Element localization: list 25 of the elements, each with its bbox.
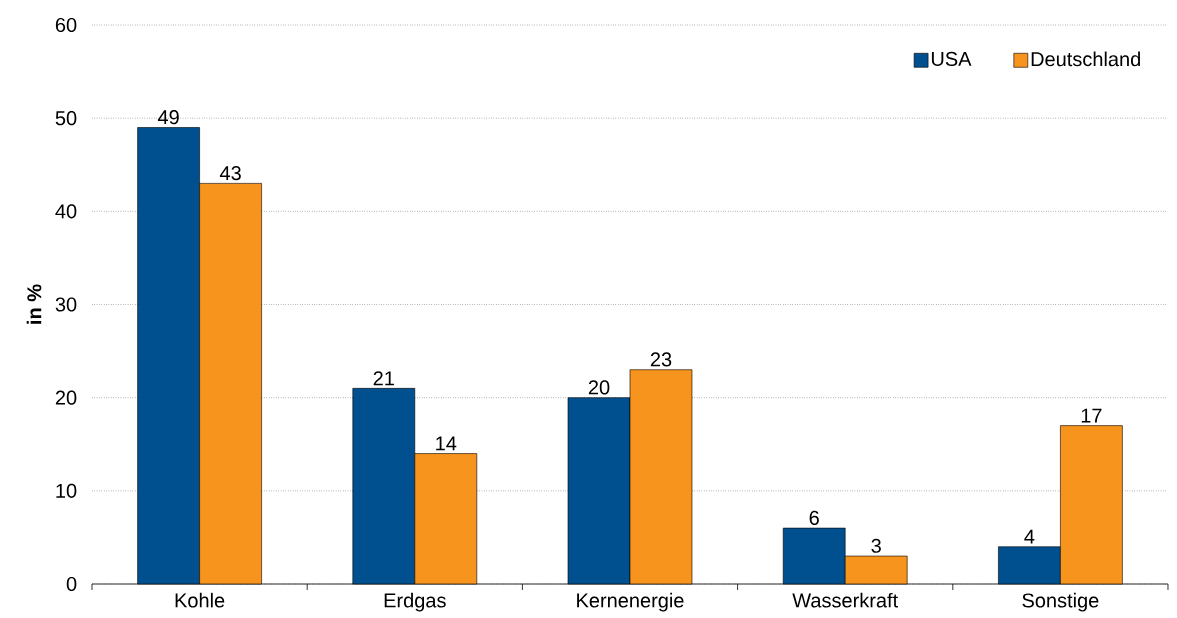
data-label: 14 [436,436,457,451]
data-label: 43 [219,166,241,181]
y-tick-label: 50 [55,111,77,126]
x-tick-label: Kohle [175,592,225,608]
data-label: 20 [588,380,610,395]
x-tick-label: Sonstige [1022,592,1099,612]
y-tick-label: 30 [55,297,77,312]
data-label: 6 [809,510,819,525]
y-tick-label: 0 [66,576,77,592]
y-axis-title: in % [26,284,42,324]
y-tick-label: 60 [55,17,77,33]
x-tick-label: Kernenergie [577,592,684,612]
y-tick-label: 40 [55,204,77,219]
y-tick-label: 20 [55,390,77,405]
y-tick-label: 10 [56,483,77,498]
data-label: 49 [157,110,179,125]
data-label: 17 [1081,408,1102,423]
legend-label: USA [931,51,972,66]
legend-label: Deutschland [1031,51,1140,67]
x-tick-label: Wasserkraft [792,592,899,608]
x-tick-label: Erdgas [384,592,446,612]
data-label: 4 [1024,529,1035,544]
data-label: 23 [650,352,672,367]
data-label: 3 [871,538,881,553]
data-label: 21 [373,371,394,386]
